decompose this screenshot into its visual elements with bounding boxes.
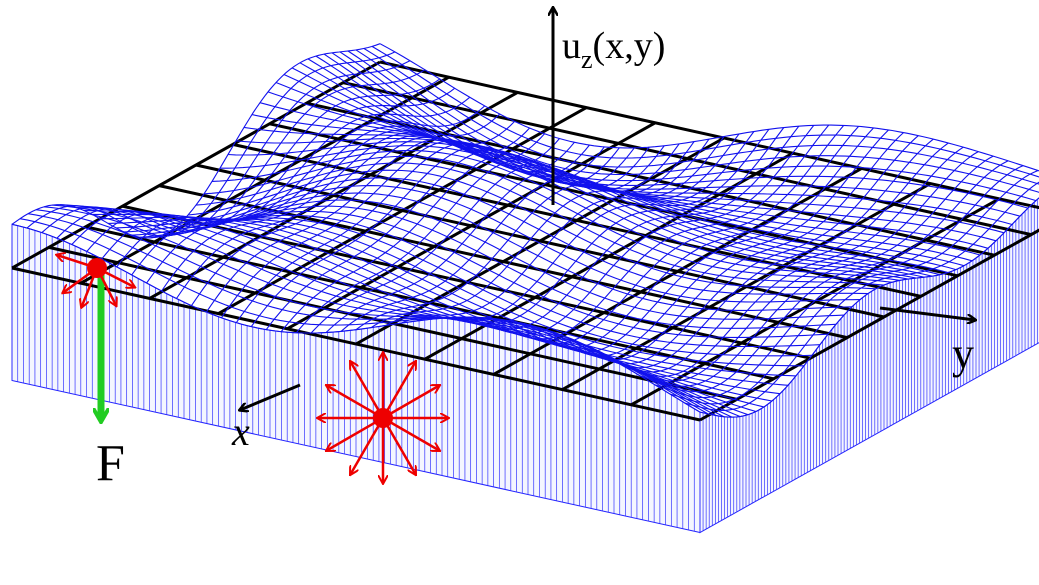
mesh-line <box>12 44 380 238</box>
y-label: y <box>952 329 974 378</box>
mesh-line <box>356 50 1039 194</box>
surface-diagram: uz(x,y) x y F <box>0 0 1039 585</box>
x-label: x <box>231 409 250 454</box>
uz-label: uz(x,y) <box>562 25 665 74</box>
uz-sub: z <box>581 45 593 74</box>
mesh-line <box>348 51 1036 201</box>
uz-base: u <box>562 25 581 67</box>
uz-args: (x,y) <box>593 25 666 67</box>
force-label: F <box>96 435 125 492</box>
